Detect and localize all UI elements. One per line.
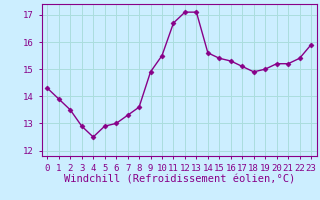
X-axis label: Windchill (Refroidissement éolien,°C): Windchill (Refroidissement éolien,°C) xyxy=(64,174,295,184)
